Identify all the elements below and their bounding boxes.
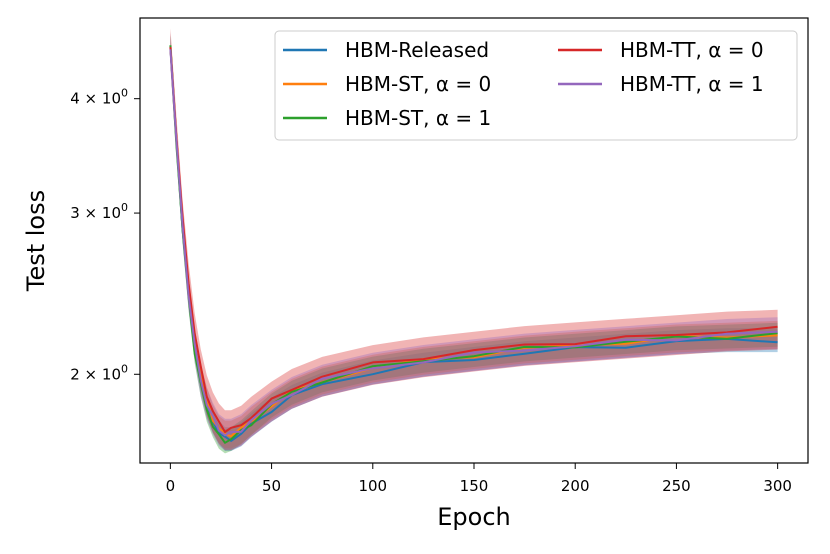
legend-box <box>274 30 798 141</box>
legend-entry: HBM-Released <box>345 38 489 62</box>
band-series-4 <box>170 31 778 451</box>
y-tick-label: 3 × 100 <box>70 201 128 222</box>
y-axis-ticks: 2 × 100 3 × 100 4 × 100 <box>70 87 140 383</box>
y-tick-label: 2 × 100 <box>70 362 128 383</box>
x-tick-label: 0 <box>166 477 176 495</box>
series-lines <box>169 45 778 444</box>
band-series-2 <box>170 35 778 454</box>
y-tick-label: 4 × 100 <box>70 87 128 108</box>
legend-entry: HBM-TT, α = 1 <box>620 72 764 96</box>
legend-entry: HBM-ST, α = 0 <box>345 72 491 96</box>
x-axis-ticks: 0 50 100 150 200 250 300 <box>166 463 792 495</box>
x-tick-label: 100 <box>358 477 387 495</box>
x-tick-label: 300 <box>763 477 792 495</box>
x-axis-label: Epoch <box>437 503 511 531</box>
x-tick-label: 50 <box>262 477 281 495</box>
x-tick-label: 150 <box>460 477 489 495</box>
x-tick-label: 200 <box>561 477 590 495</box>
y-axis-label: Test loss <box>22 190 50 292</box>
line-series-4 <box>169 49 778 437</box>
x-tick-label: 250 <box>662 477 691 495</box>
line-series-3 <box>169 47 778 433</box>
legend: HBM-Released HBM-ST, α = 0 HBM-ST, α = 1 HB… <box>274 30 798 141</box>
legend-entry: HBM-TT, α = 0 <box>620 38 764 62</box>
legend-entry: HBM-ST, α = 1 <box>345 106 491 130</box>
line-series-2 <box>169 45 778 444</box>
